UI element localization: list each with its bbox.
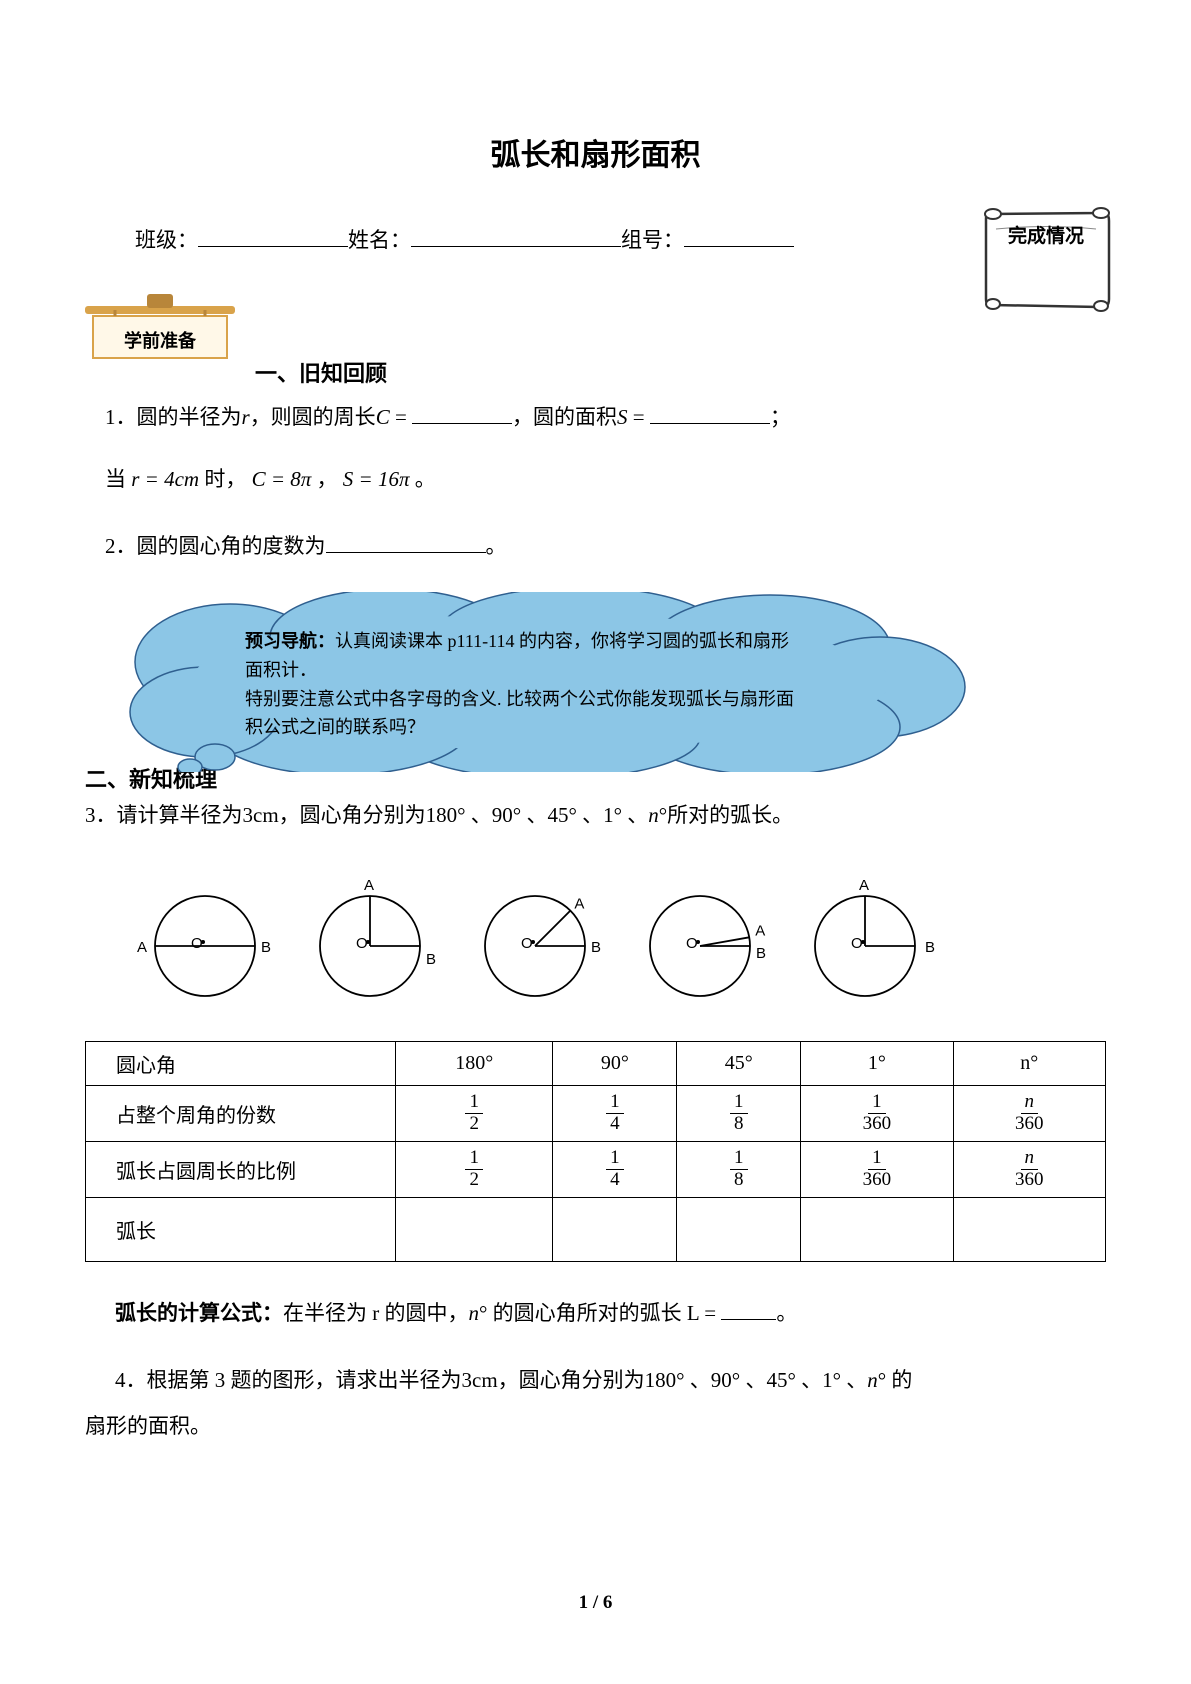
circles-row: O A B O A B O A B O A B O A B [135,876,1106,1021]
row-header: 圆心角 [86,1042,396,1086]
cloud-callout: 预习导航：认真阅读课本 p111-114 的内容，你将学习圆的弧长和扇形面积计．… [120,592,970,772]
svg-text:A: A [859,877,869,894]
formula-blank[interactable] [721,1298,776,1320]
q1-text: 1．圆的半径为r，则圆的周长C = ，圆的面积S = ； [105,396,1106,438]
q2-text: 2．圆的圆心角的度数为。 [105,525,1106,567]
svg-text:B: B [591,939,601,956]
circle-diagram: O A B [300,876,440,1021]
row-header: 弧长占圆周长的比例 [86,1141,396,1197]
svg-text:B: B [925,939,935,956]
circle-diagram: O A B [630,876,770,1021]
svg-text:A: A [574,896,584,913]
class-label: 班级： [135,224,198,254]
cloud-text: 预习导航：认真阅读课本 p111-114 的内容，你将学习圆的弧长和扇形面积计．… [245,627,795,742]
table-row: 弧长 [86,1197,1106,1261]
scroll-label: 完成情况 [971,221,1121,248]
svg-text:A: A [137,939,147,956]
q1-blank-S[interactable] [650,402,770,424]
group-label: 组号： [621,224,684,254]
circle-diagram: O A B [465,876,605,1021]
svg-text:A: A [755,922,765,939]
formula-text: 弧长的计算公式：在半径为 r 的圆中，n° 的圆心角所对的弧长 L = 。 [115,1297,1106,1327]
table-row: 弧长占圆周长的比例 1214181360n360 [86,1141,1106,1197]
table-row: 圆心角 180° 90° 45° 1° n° [86,1042,1106,1086]
svg-text:A: A [364,877,374,894]
q1b-text: 当 r = 4cm 时， C = 8π ， S = 16π 。 [105,458,1106,500]
header-row: 班级： 姓名： 组号： 完成情况 [85,224,1106,254]
section1-heading: 一、旧知回顾 [255,356,1106,388]
data-table: 圆心角 180° 90° 45° 1° n° 占整个周角的份数 12141813… [85,1041,1106,1262]
svg-text:B: B [756,945,766,962]
svg-text:B: B [426,951,436,968]
completion-scroll: 完成情况 [971,199,1121,319]
name-label: 姓名： [348,224,411,254]
q3-text: 3．请计算半径为3cm，圆心角分别为180° 、90° 、45° 、1° 、n°… [85,794,1106,836]
svg-text:O: O [191,935,203,952]
name-blank[interactable] [411,225,621,247]
svg-text:O: O [521,935,533,952]
q2-blank[interactable] [326,531,486,553]
table-row: 占整个周角的份数 1214181360n360 [86,1086,1106,1142]
circle-diagram: O A B [795,876,935,1021]
circle-diagram: O A B [135,876,275,1021]
q4-text: 4．根据第 3 题的图形，请求出半径为3cm，圆心角分别为180° 、90° 、… [115,1357,1106,1449]
prep-banner: 学前准备 [85,294,235,364]
q1-blank-C[interactable] [412,402,512,424]
svg-text:B: B [261,939,271,956]
group-blank[interactable] [684,225,794,247]
page-title: 弧长和扇形面积 [85,130,1106,174]
svg-text:O: O [851,935,863,952]
row-header: 占整个周角的份数 [86,1086,396,1142]
svg-text:O: O [686,935,698,952]
svg-text:O: O [356,935,368,952]
banner-label: 学前准备 [85,327,235,353]
page-number: 1 / 6 [0,1592,1191,1614]
class-blank[interactable] [198,225,348,247]
row-header: 弧长 [86,1197,396,1261]
